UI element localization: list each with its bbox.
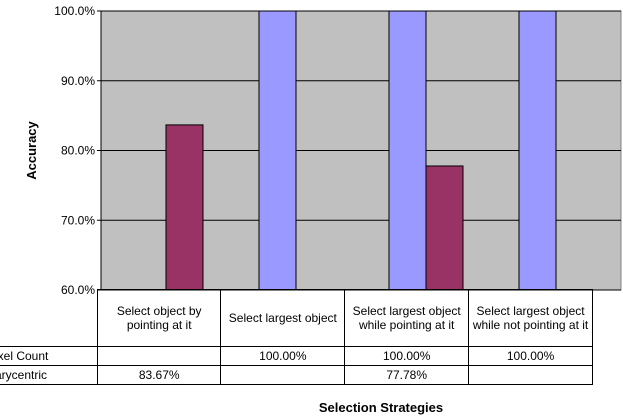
series-row-pixel-count: Pixel Count 100.00% 100.00% 100.00%: [0, 346, 593, 366]
y-tick-label: 70.0%: [61, 213, 95, 227]
data-label: 100.00%: [468, 346, 593, 366]
category-label: Select largest object while pointing at …: [344, 289, 470, 347]
data-table: Select object by pointing at it Select l…: [0, 289, 593, 385]
y-axis-ticks: 60.0%70.0%80.0%90.0%100.0%: [54, 4, 102, 297]
bar: [518, 10, 557, 291]
y-tick-label: 90.0%: [61, 74, 95, 88]
y-tick-label: 100.0%: [54, 4, 95, 18]
category-label: Select largest object: [220, 289, 346, 347]
legend-entry: Barycentric: [0, 365, 98, 385]
legend-label: Pixel Count: [0, 349, 49, 363]
data-label: 100.00%: [220, 346, 346, 366]
data-label: [96, 346, 222, 366]
legend-entry: Pixel Count: [0, 346, 98, 366]
table-corner: [0, 289, 98, 347]
bars: [165, 10, 557, 291]
y-tick-label: 80.0%: [61, 144, 95, 158]
category-label: Select object by pointing at it: [96, 289, 222, 347]
data-label: 100.00%: [344, 346, 470, 366]
category-label: Select largest object while not pointing…: [468, 289, 593, 347]
y-axis-title: Accuracy: [24, 120, 39, 179]
bar: [425, 165, 464, 291]
data-label: [468, 365, 593, 385]
series-row-barycentric: Barycentric 83.67% 77.78%: [0, 365, 593, 385]
category-row: Select object by pointing at it Select l…: [0, 289, 593, 347]
data-label: [220, 365, 346, 385]
data-label: 77.78%: [344, 365, 470, 385]
bar: [258, 10, 297, 291]
data-label: 83.67%: [96, 365, 222, 385]
legend-label: Barycentric: [0, 368, 48, 382]
bar: [388, 10, 427, 291]
x-axis-title: Selection Strategies: [319, 400, 443, 415]
bar: [165, 124, 204, 291]
